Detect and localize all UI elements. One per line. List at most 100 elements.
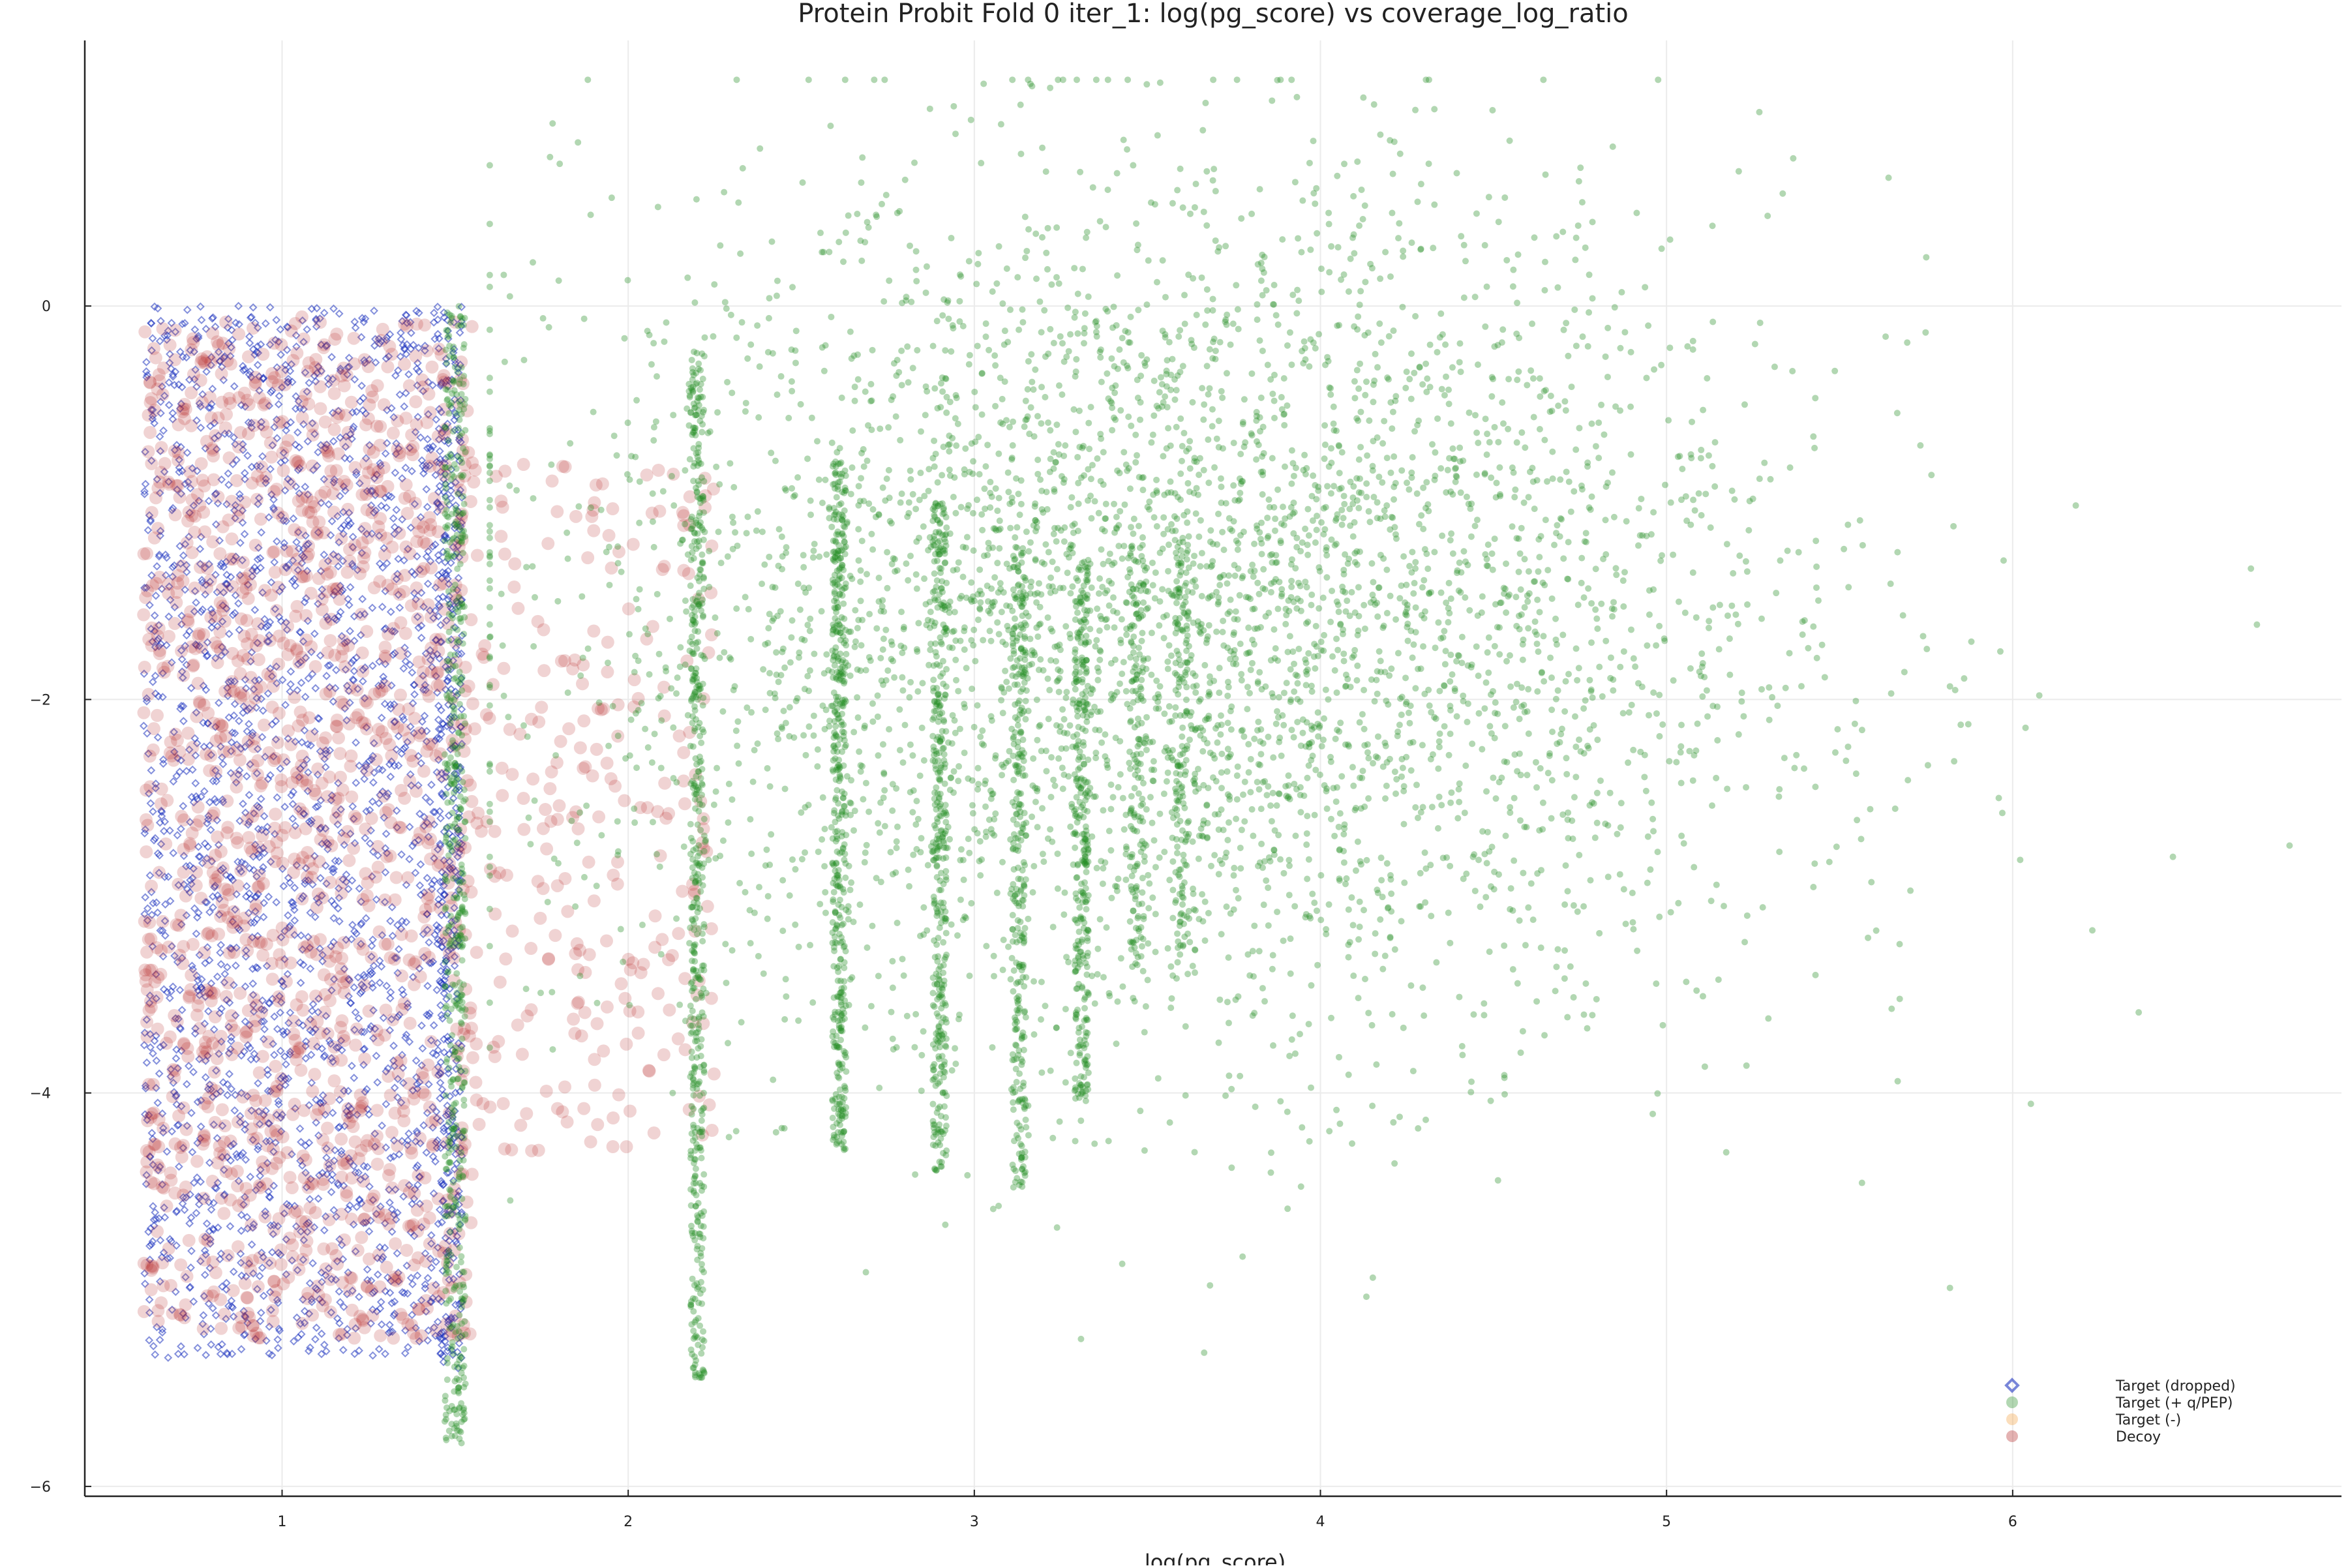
data-point (444, 525, 450, 532)
data-point (455, 690, 461, 697)
data-point (172, 878, 185, 891)
data-point (187, 938, 200, 951)
data-point (422, 888, 435, 901)
data-point (211, 830, 224, 843)
data-point (151, 1023, 164, 1036)
data-point (330, 719, 343, 732)
data-point (231, 1042, 244, 1055)
data-point (257, 1162, 270, 1175)
data-point (460, 322, 467, 329)
data-point (225, 495, 238, 508)
data-point (183, 839, 196, 852)
data-point (453, 519, 459, 525)
data-point (335, 1208, 348, 1221)
data-point (410, 581, 423, 594)
data-point (398, 1179, 411, 1192)
data-point (348, 357, 361, 370)
data-point (217, 745, 230, 758)
data-point (207, 1256, 220, 1269)
data-point (323, 770, 336, 783)
data-point (276, 829, 289, 842)
data-point (376, 323, 389, 336)
data-point (266, 972, 279, 986)
data-point (457, 1282, 463, 1288)
data-point (666, 949, 679, 962)
data-point (145, 506, 158, 519)
data-point (444, 1267, 450, 1274)
data-point (394, 689, 407, 702)
data-point (338, 475, 351, 488)
data-point (239, 1031, 252, 1044)
data-point (520, 1107, 533, 1120)
data-point (450, 379, 457, 385)
data-point (204, 749, 217, 762)
data-point (460, 641, 466, 647)
data-point (456, 826, 462, 833)
data-point (275, 339, 288, 352)
data-point (456, 1312, 462, 1318)
data-point (444, 800, 451, 806)
data-point (466, 1051, 479, 1064)
data-point (250, 493, 263, 506)
data-point (361, 1280, 374, 1293)
data-point (371, 379, 384, 392)
data-point (323, 1213, 336, 1226)
data-point (451, 1407, 457, 1413)
data-point (279, 440, 292, 453)
data-point (416, 1066, 429, 1079)
data-point (450, 837, 457, 844)
data-point (256, 829, 269, 842)
data-point (662, 807, 675, 820)
data-point (467, 475, 480, 489)
data-point (295, 1317, 309, 1330)
data-point (206, 1175, 219, 1188)
data-point (453, 714, 460, 721)
data-point (141, 1031, 154, 1044)
data-point (202, 1235, 215, 1248)
data-point (204, 985, 217, 998)
data-point (470, 946, 483, 959)
data-point (591, 1118, 604, 1131)
data-point (367, 445, 380, 459)
data-point (606, 502, 619, 515)
data-point (382, 1169, 395, 1182)
data-point (540, 1085, 553, 1098)
data-point (151, 971, 164, 984)
data-point (448, 612, 455, 619)
data-point (466, 697, 479, 710)
data-point (409, 395, 422, 408)
data-point (455, 729, 462, 736)
data-point (164, 339, 177, 352)
data-point (340, 1189, 354, 1202)
data-point (443, 1300, 449, 1306)
data-point (177, 866, 190, 879)
data-point (459, 1419, 465, 1425)
data-point (505, 1143, 518, 1156)
data-point (269, 1290, 282, 1303)
data-point (220, 794, 233, 807)
data-point (295, 651, 309, 664)
data-point (537, 882, 550, 895)
data-point (395, 647, 408, 660)
data-point (1576, 665, 1582, 671)
data-point (271, 736, 284, 749)
data-point (305, 587, 318, 600)
data-point (459, 603, 466, 610)
data-point (244, 1263, 257, 1276)
data-point (350, 711, 363, 724)
data-point (454, 639, 460, 646)
data-point (398, 357, 411, 370)
data-point (446, 941, 453, 947)
data-point (399, 492, 412, 505)
data-point (166, 1090, 179, 1103)
data-point (271, 506, 284, 519)
data-point (290, 766, 303, 779)
data-point (188, 582, 201, 595)
data-point (254, 1181, 267, 1194)
data-point (185, 386, 198, 399)
data-point (508, 557, 521, 570)
data-point (256, 777, 269, 790)
data-point (603, 529, 616, 542)
data-point (215, 1322, 228, 1335)
